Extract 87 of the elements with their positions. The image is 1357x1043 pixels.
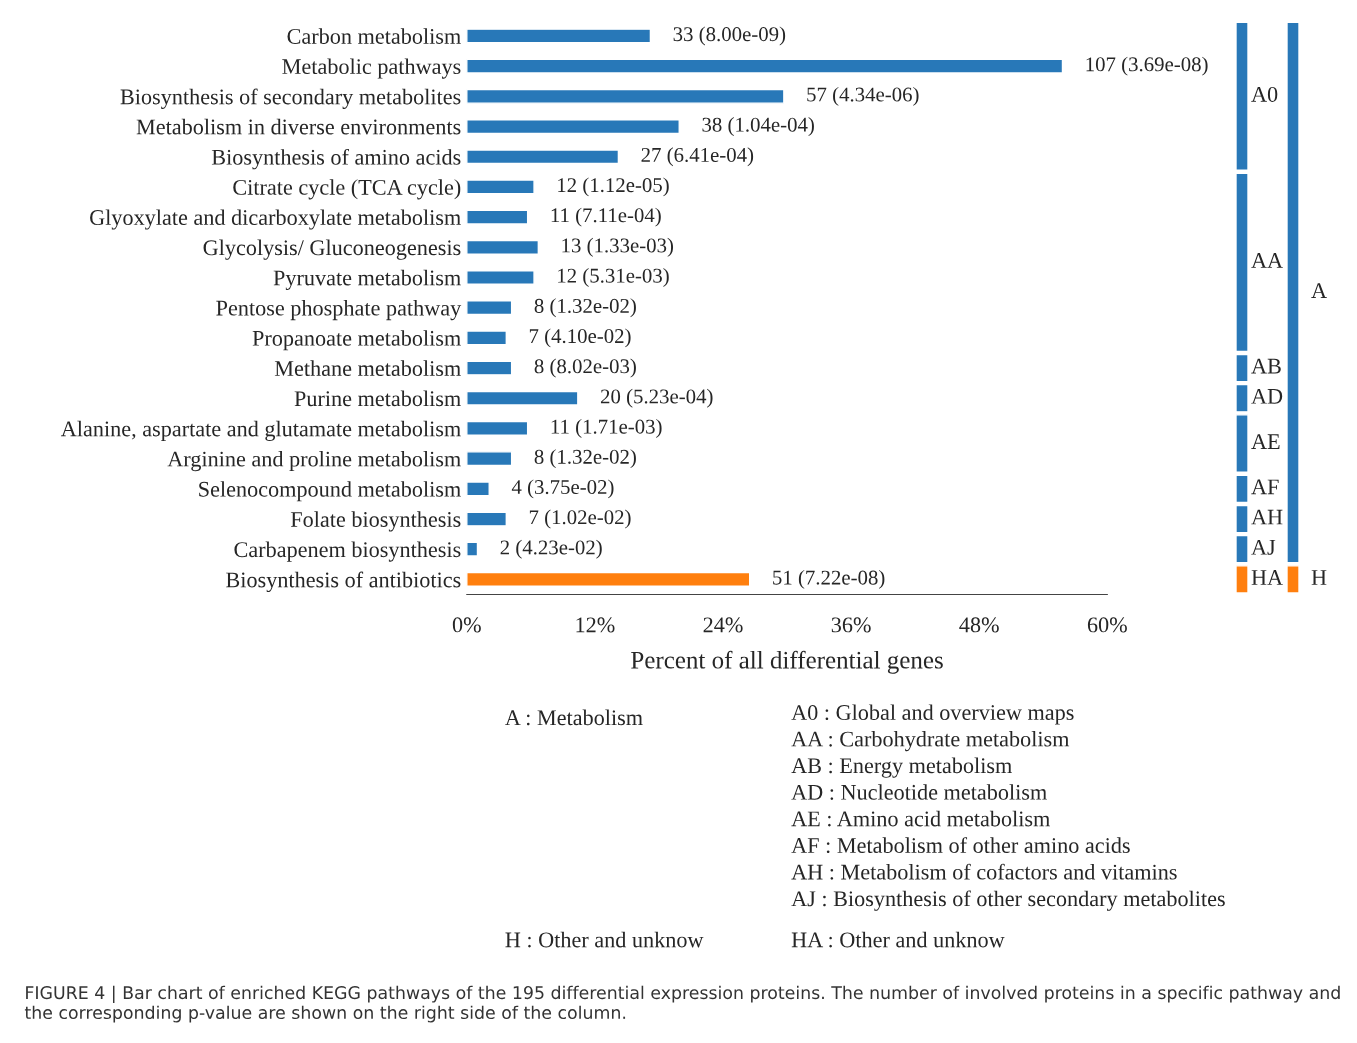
y-tick-label: Carbon metabolism — [287, 28, 461, 44]
bar — [466, 270, 535, 285]
x-tick-label: 60% — [1087, 617, 1127, 633]
bar — [466, 239, 540, 255]
y-tick-label: Folate biosynthesis — [290, 511, 461, 532]
x-tick-label: 36% — [831, 617, 871, 633]
x-tick-label: 24% — [703, 617, 743, 633]
annotation: 13 (1.33e-03) — [562, 237, 674, 257]
text: A0 — [1251, 86, 1278, 102]
annotation: 7 (4.10e-02) — [529, 328, 631, 348]
text: AA : Carbohydrate metabolism — [791, 730, 1070, 752]
bar — [466, 390, 579, 406]
x-axis-title: Percent of all differential genes — [631, 650, 943, 674]
annotation: 12 (1.12e-05) — [558, 177, 669, 197]
annotation: 51 (7.22e-08) — [773, 569, 885, 589]
text: A0 : Global and overview maps — [791, 704, 1074, 725]
caption: FIGURE 4 | Bar chart of enriched KEGG pathways of the 195 differential expression proteins. The number of involved proteins in a specific pathway and the corresponding p-value are shown on the right side of the column. — [24, 985, 1340, 1023]
x-tick-label: 48% — [959, 617, 999, 633]
text: AB : Energy metabolism — [791, 757, 1012, 778]
y-tick-label: Carbapenem biosynthesis — [234, 541, 461, 562]
text: A : Metabolism — [505, 709, 643, 726]
bar — [466, 209, 529, 225]
annotation: 11 (1.71e-03) — [551, 419, 662, 438]
bar — [466, 179, 535, 195]
bar — [466, 300, 513, 316]
y-tick-label: Biosynthesis of secondary metabolites — [120, 88, 461, 109]
y-tick-label: Metabolic pathways — [282, 58, 461, 79]
y-tick-label: Selenocompound metabolism — [199, 481, 461, 502]
text: HA : Other and unknow — [791, 931, 1005, 948]
bar — [466, 88, 785, 104]
bar — [466, 360, 513, 376]
x-tick-label: 0% — [452, 617, 481, 633]
y-tick-label: Pentose phosphate pathway — [216, 299, 462, 321]
annotation: 12 (5.31e-03) — [558, 268, 669, 287]
bar — [466, 571, 751, 587]
annotation: 38 (1.04e-04) — [702, 117, 814, 136]
text: AF — [1251, 479, 1279, 495]
text: AB — [1251, 358, 1281, 374]
text: A — [1311, 283, 1327, 298]
bar — [466, 511, 508, 527]
annotation: 7 (1.02e-02) — [529, 509, 631, 529]
annotation: 27 (6.41e-04) — [641, 147, 754, 167]
annotation: 8 (1.32e-02) — [534, 449, 636, 469]
text: AH — [1251, 509, 1283, 525]
y-tick-label: Propanoate metabolism — [252, 330, 461, 351]
text: AA — [1251, 253, 1283, 268]
y-tick-label: Arginine and proline metabolism — [167, 450, 461, 472]
bar — [466, 119, 680, 135]
annotation: 11 (7.11e-04) — [551, 207, 661, 227]
text: AD — [1251, 388, 1283, 404]
bar — [466, 58, 1064, 74]
text: H — [1311, 570, 1327, 585]
y-tick-label: Citrate cycle (TCA cycle) — [233, 179, 461, 200]
annotation: 33 (8.00e-09) — [673, 26, 786, 46]
annotation: 20 (5.23e-04) — [600, 388, 713, 408]
annotation: 4 (3.75e-02) — [511, 479, 614, 499]
annotation: 2 (4.23e-02) — [500, 539, 602, 559]
y-tick-label: Pyruvate metabolism — [273, 269, 461, 290]
text: AF : Metabolism of other amino acids — [791, 837, 1130, 854]
y-tick-label: Methane metabolism — [274, 360, 461, 376]
y-tick-label: Purine metabolism — [294, 390, 461, 407]
x-tick-label: 12% — [576, 617, 615, 633]
bar — [466, 541, 479, 557]
text: AD : Nucleotide metabolism — [791, 784, 1047, 800]
bar — [466, 481, 490, 497]
y-tick-label: Metabolism in diverse environments — [136, 118, 461, 135]
text: AJ — [1251, 539, 1276, 555]
annotation: 57 (4.34e-06) — [807, 86, 919, 106]
bar — [466, 451, 513, 467]
y-tick-label: Alanine, aspartate and glutamate metabolism — [60, 420, 461, 441]
annotation: 107 (3.69e-08) — [1086, 56, 1208, 76]
y-tick-label: Glycolysis/ Gluconeogenesis — [203, 239, 461, 260]
bar — [466, 420, 529, 436]
annotation: 8 (8.02e-03) — [534, 358, 636, 378]
y-tick-label: Glyoxylate and dicarboxylate metabolism — [90, 209, 461, 230]
y-tick-label: Biosynthesis of amino acids — [211, 148, 461, 170]
text: AH : Metabolism of cofactors and vitamins — [791, 863, 1177, 880]
text: AE : Amino acid metabolism — [791, 810, 1051, 827]
text: AJ : Biosynthesis of other secondary metabolites — [791, 890, 1225, 911]
text: H : Other and unknow — [505, 931, 704, 948]
y-tick-label: Biosynthesis of antibiotics — [226, 571, 461, 593]
text: HA — [1251, 570, 1283, 585]
text: AE — [1251, 434, 1280, 449]
bar — [466, 28, 652, 44]
bar — [466, 149, 620, 165]
bar — [466, 330, 508, 346]
annotation: 8 (1.32e-02) — [534, 298, 636, 318]
